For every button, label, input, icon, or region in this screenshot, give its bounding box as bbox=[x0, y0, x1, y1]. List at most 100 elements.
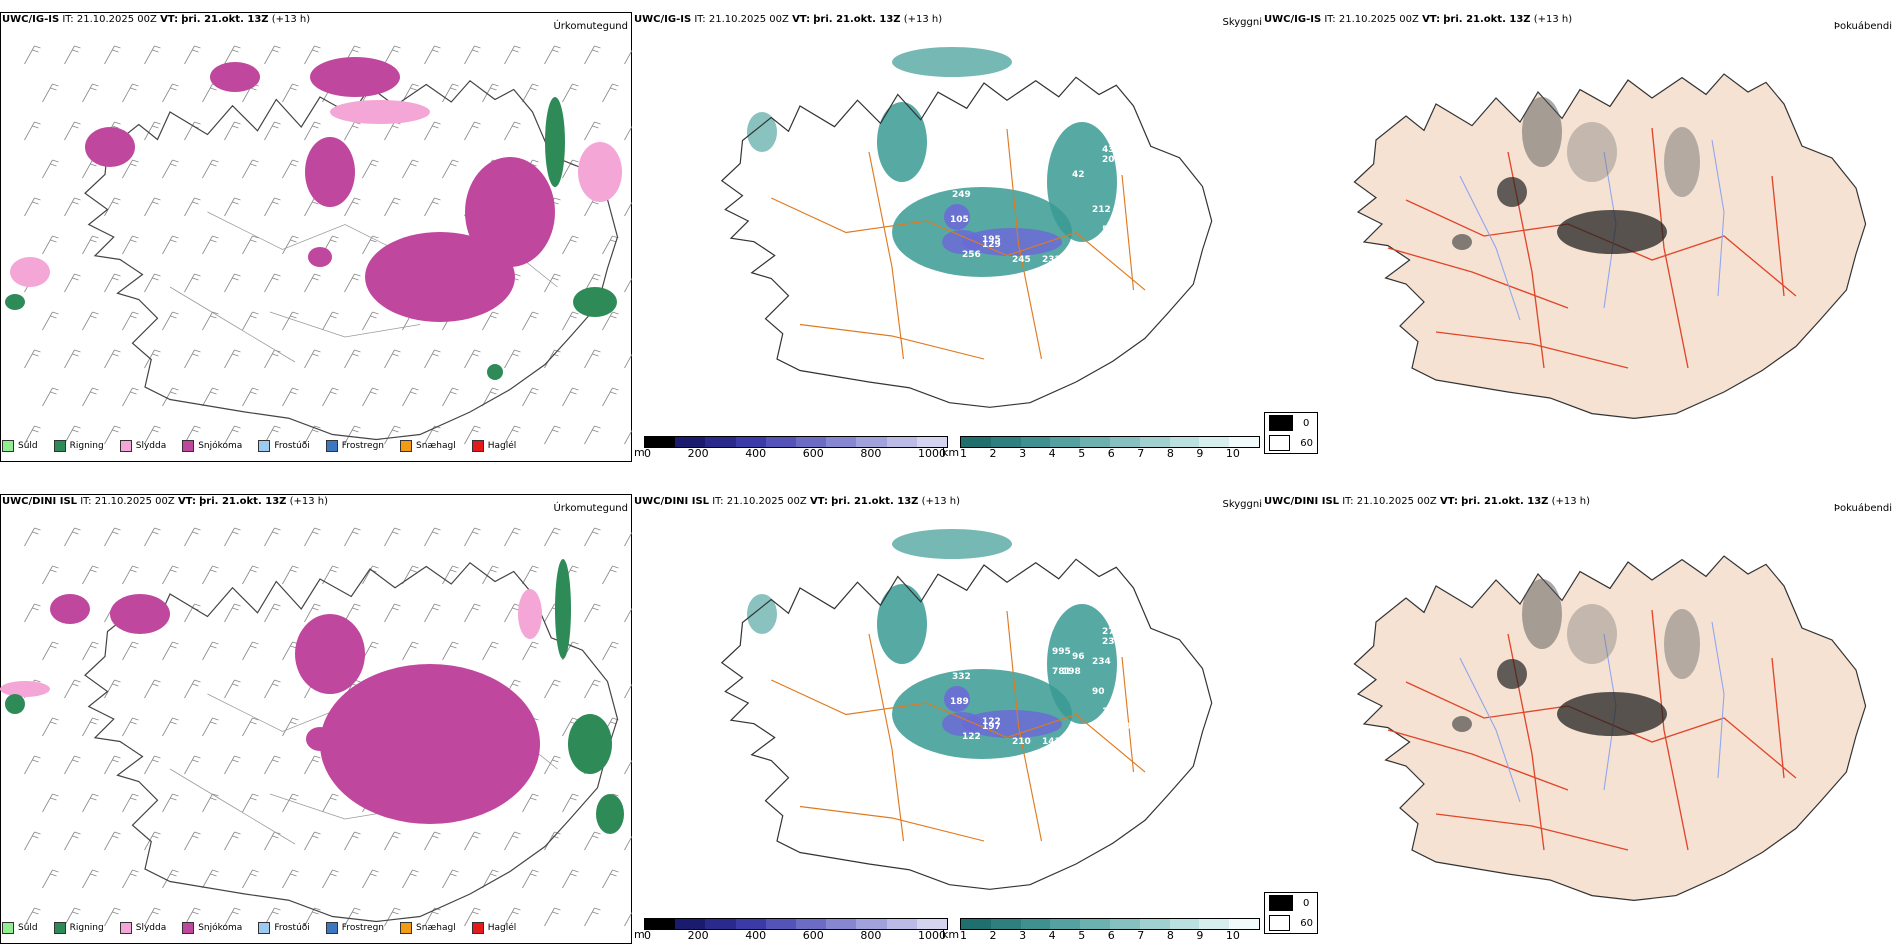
wind-barb bbox=[562, 235, 579, 255]
ceiling-label: 42 bbox=[1072, 170, 1085, 180]
wind-barb bbox=[402, 159, 419, 179]
vt-label: VT: bbox=[1422, 14, 1441, 25]
wind-barb bbox=[282, 869, 299, 889]
colorbar-tick: 600 bbox=[802, 447, 824, 460]
ceiling-label: 233 bbox=[1042, 255, 1061, 265]
colorbar-tick: 10 bbox=[1225, 447, 1240, 460]
colorbar-cell bbox=[1199, 437, 1230, 447]
vt-value: þri. 21.okt. 13Z bbox=[199, 496, 287, 507]
colorbar-cell bbox=[705, 919, 736, 929]
iceland-outline bbox=[720, 558, 1213, 890]
fog-area bbox=[747, 112, 777, 152]
colorbar-cell bbox=[1080, 919, 1110, 929]
wind-barb bbox=[544, 425, 561, 445]
legend-label: Snjókoma bbox=[198, 441, 243, 451]
vt-label: VT: bbox=[1439, 496, 1458, 507]
visibility-colorbar bbox=[960, 436, 1260, 448]
wind-barb bbox=[504, 425, 521, 445]
sleet-areas bbox=[0, 589, 542, 697]
legend-swatch bbox=[2, 440, 14, 452]
wind-barb bbox=[464, 527, 481, 547]
cover-value-60: 60 bbox=[1300, 917, 1313, 929]
wind-barb bbox=[144, 273, 161, 293]
wind-barb bbox=[522, 793, 539, 813]
wind-barb bbox=[144, 527, 161, 547]
legend-item: Súld bbox=[2, 440, 38, 452]
wind-barb bbox=[424, 45, 441, 65]
it-value: 21.10.2025 00Z bbox=[76, 14, 157, 25]
wind-barb bbox=[384, 121, 401, 141]
wind-barb bbox=[64, 121, 81, 141]
it-label: IT: bbox=[694, 14, 706, 25]
visibility-ticks: 1 2 3 4 5 6 7 8 9 10 bbox=[960, 929, 1240, 942]
ceiling-label: 189 bbox=[950, 697, 969, 707]
low-cloud-area bbox=[944, 204, 970, 230]
wind-barb bbox=[184, 273, 201, 293]
rain-area bbox=[487, 364, 503, 380]
sleet-area bbox=[10, 257, 50, 287]
wind-barb bbox=[442, 387, 459, 407]
precip-legend: Súld Rigning Slydda Snjókoma Frostúði Frostre… bbox=[2, 922, 516, 934]
wind-barb bbox=[544, 755, 561, 775]
wind-barb bbox=[184, 679, 201, 699]
rain-area bbox=[555, 559, 571, 659]
model-name: UWC/DINI ISL bbox=[1264, 496, 1340, 507]
ceiling-label: 781 bbox=[1052, 667, 1071, 677]
wind-barb bbox=[442, 159, 459, 179]
vt-value: þri. 21.okt. 13Z bbox=[831, 496, 919, 507]
legend-swatch bbox=[471, 922, 484, 934]
wind-barb bbox=[82, 641, 99, 661]
wind-barb bbox=[64, 831, 81, 851]
colorbar-cell bbox=[886, 919, 917, 929]
legend-item: Haglél bbox=[471, 440, 516, 452]
ceiling-label: 122 bbox=[962, 732, 981, 742]
legend-swatch bbox=[182, 922, 195, 934]
wind-barb bbox=[282, 717, 299, 737]
wind-barb bbox=[184, 121, 201, 141]
wind-barb bbox=[122, 387, 139, 407]
precip-legend: Súld Rigning Slydda Snjókoma Frostúði Frostre… bbox=[2, 440, 516, 452]
wind-barb bbox=[424, 121, 441, 141]
ceiling-label: 212 bbox=[1092, 205, 1111, 215]
wind-barb bbox=[64, 907, 81, 927]
sleet-area bbox=[0, 681, 50, 697]
wind-barb bbox=[522, 565, 539, 585]
ceiling-unit: m bbox=[634, 928, 645, 941]
model-name: UWC/IG-IS bbox=[634, 14, 692, 25]
wind-barb bbox=[584, 527, 601, 547]
low-cloud-area bbox=[962, 228, 1062, 256]
legend-label: Frostregn bbox=[341, 441, 385, 451]
colorbar-cell bbox=[735, 919, 766, 929]
wind-barb bbox=[522, 869, 539, 889]
wind-barb bbox=[184, 349, 201, 369]
legend-label: Rigning bbox=[69, 441, 104, 451]
wind-barb bbox=[322, 793, 339, 813]
wind-barbs bbox=[24, 527, 632, 927]
wind-barb bbox=[504, 907, 521, 927]
fog-index-area bbox=[1567, 604, 1617, 664]
cover-swatch-0 bbox=[1269, 895, 1293, 911]
wind-barb bbox=[24, 197, 41, 217]
colorbar-cell bbox=[796, 437, 827, 447]
vt-value: þri. 21.okt. 13Z bbox=[1443, 14, 1531, 25]
wind-barb bbox=[184, 197, 201, 217]
colorbar-tick: 1000 bbox=[917, 929, 946, 942]
cloud-map-title: Þokuábendi bbox=[1833, 503, 1892, 514]
snow-area bbox=[305, 137, 355, 207]
wind-barb bbox=[104, 197, 121, 217]
fog-index-shading bbox=[1452, 97, 1700, 254]
wind-barb bbox=[384, 831, 401, 851]
wind-barb bbox=[64, 755, 81, 775]
wind-barb bbox=[242, 641, 259, 661]
legend-label: Frostúði bbox=[274, 441, 310, 451]
ceiling-label: 198 bbox=[1062, 667, 1081, 677]
colorbar-cell bbox=[1199, 919, 1230, 929]
wind-barb bbox=[522, 387, 539, 407]
ceiling-label: 105 bbox=[950, 215, 969, 225]
wind-barb bbox=[442, 869, 459, 889]
wind-barb bbox=[24, 755, 41, 775]
cloud-panel-row1: UWC/DINI ISL IT: 21.10.2025 00Z VT: þri.… bbox=[1262, 494, 1900, 914]
fog-index-area bbox=[1664, 127, 1700, 197]
wind-barb bbox=[104, 755, 121, 775]
wind-barb bbox=[24, 349, 41, 369]
